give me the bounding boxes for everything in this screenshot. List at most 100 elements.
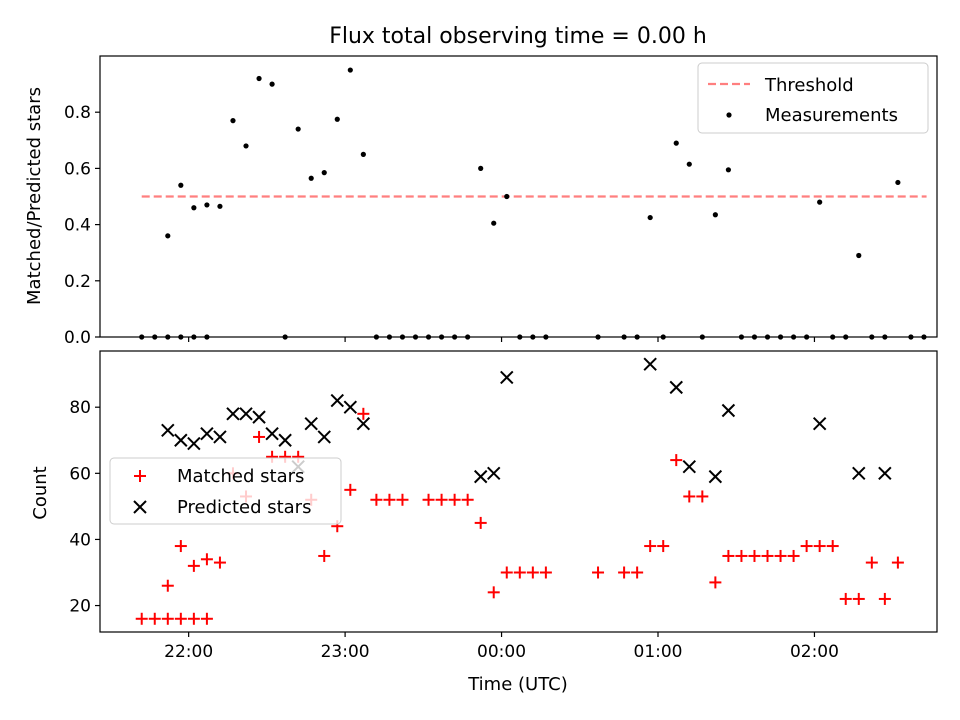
matched-star-marker: [657, 540, 670, 553]
bottom-y-tick-label: 40: [69, 530, 91, 550]
measurement-point: [360, 151, 366, 157]
measurement-point: [712, 212, 718, 218]
predicted-star-marker: [473, 469, 488, 484]
matched-star-marker: [748, 549, 761, 562]
legend-measurements-label: Measurements: [765, 105, 898, 126]
matched-star-marker: [461, 493, 474, 506]
top-y-tick-label: 0.4: [64, 216, 91, 236]
predicted-star-marker: [643, 357, 657, 371]
bottom-legend-frame: [109, 457, 342, 525]
bottom-y-axis-label: Count: [30, 466, 51, 519]
matched-star-marker: [800, 540, 813, 553]
matched-star-marker: [383, 493, 396, 506]
predicted-star-marker: [487, 466, 501, 481]
predicted-star-marker: [265, 426, 279, 441]
predicted-star-stroke-b: [852, 466, 866, 481]
matched-star-marker: [696, 490, 709, 503]
matched-star-marker: [813, 540, 826, 553]
matched-star-marker: [644, 540, 657, 553]
measurement-point: [191, 205, 197, 211]
measurement-point: [686, 161, 692, 167]
measurement-point: [647, 214, 653, 221]
bottom-x-tick-label: 02:00: [790, 642, 839, 662]
predicted-star-marker: [500, 370, 514, 385]
matched-star-marker: [422, 493, 435, 506]
predicted-star-marker: [343, 400, 358, 414]
legend-threshold-label: Threshold: [764, 75, 854, 96]
legend-predicted-label: Predicted stars: [177, 497, 311, 518]
predicted-star-stroke-b: [812, 417, 827, 431]
predicted-star-stroke-b: [343, 400, 358, 414]
predicted-star-marker: [174, 433, 188, 447]
predicted-star-stroke-b: [330, 393, 344, 408]
matched-star-marker: [631, 566, 644, 579]
matched-star-marker: [826, 540, 839, 553]
matched-star-marker: [174, 540, 187, 553]
matched-star-marker: [187, 612, 200, 625]
matched-star-marker: [526, 566, 539, 579]
predicted-star-stroke-b: [187, 436, 201, 451]
legend-measurements-swatch: [726, 112, 732, 118]
bottom-axes-frame: [99, 350, 938, 633]
matched-star-marker: [539, 566, 552, 579]
measurement-point: [269, 81, 275, 87]
top-y-tick-label: 0.8: [64, 103, 91, 123]
top-y-tick-label: 0.6: [64, 159, 91, 179]
predicted-star-marker: [161, 423, 175, 438]
matched-star-marker: [500, 566, 513, 579]
matched-star-marker: [161, 612, 174, 625]
matched-star-marker: [709, 576, 722, 589]
matched-star-marker: [592, 566, 605, 579]
matched-star-marker: [187, 559, 200, 572]
predicted-star-marker: [304, 417, 318, 431]
matched-star-marker: [396, 493, 409, 506]
measurement-point: [165, 233, 171, 239]
measurement-point: [673, 140, 679, 146]
matched-star-marker: [253, 430, 266, 443]
matched-star-marker: [148, 612, 161, 625]
matched-star-marker: [318, 549, 331, 562]
measurement-point: [491, 220, 497, 226]
predicted-star-marker: [356, 417, 371, 431]
measurement-point: [895, 179, 901, 186]
matched-star-marker: [761, 549, 774, 562]
matched-star-marker: [683, 490, 696, 503]
measurement-point: [347, 67, 353, 73]
matched-star-marker: [135, 612, 148, 625]
measurement-point: [478, 165, 484, 171]
predicted-star-stroke-b: [304, 417, 318, 431]
predicted-star-stroke-b: [213, 430, 227, 444]
matched-star-marker: [618, 566, 631, 579]
top-y-axis-label: Matched/Predicted stars: [24, 87, 45, 305]
matched-star-marker: [200, 612, 213, 625]
predicted-star-stroke-b: [473, 469, 488, 484]
predicted-star-stroke-b: [878, 466, 892, 481]
bottom-y-tick-label: 80: [69, 398, 91, 418]
top-legend-frame: [697, 62, 929, 134]
bottom-legend: Matched stars Predicted stars: [109, 457, 342, 525]
predicted-star-stroke-b: [669, 380, 683, 395]
predicted-star-marker: [812, 417, 827, 431]
predicted-star-stroke-b: [265, 426, 279, 441]
matched-star-marker: [200, 553, 213, 566]
predicted-star-marker: [239, 407, 253, 421]
matched-star-marker: [735, 549, 748, 562]
matched-star-marker: [670, 454, 683, 467]
predicted-star-stroke-b: [708, 469, 723, 484]
predicted-star-marker: [278, 433, 292, 447]
matched-star-marker: [513, 566, 526, 579]
measurement-point: [230, 118, 236, 124]
measurement-point: [217, 203, 223, 209]
measurement-point: [204, 202, 210, 208]
predicted-star-stroke-b: [239, 407, 253, 421]
measurement-point: [295, 126, 301, 132]
matched-star-marker: [435, 493, 448, 506]
measurement-point: [321, 170, 327, 176]
matched-star-marker: [865, 556, 878, 569]
top-y-tick-label: 0.2: [64, 272, 91, 292]
legend-predicted-swatch: [133, 500, 147, 514]
predicted-star-marker: [878, 466, 892, 481]
bottom-x-tick-label: 22:00: [164, 642, 213, 662]
predicted-star-stroke-b: [200, 426, 214, 441]
predicted-star-marker: [669, 380, 683, 395]
